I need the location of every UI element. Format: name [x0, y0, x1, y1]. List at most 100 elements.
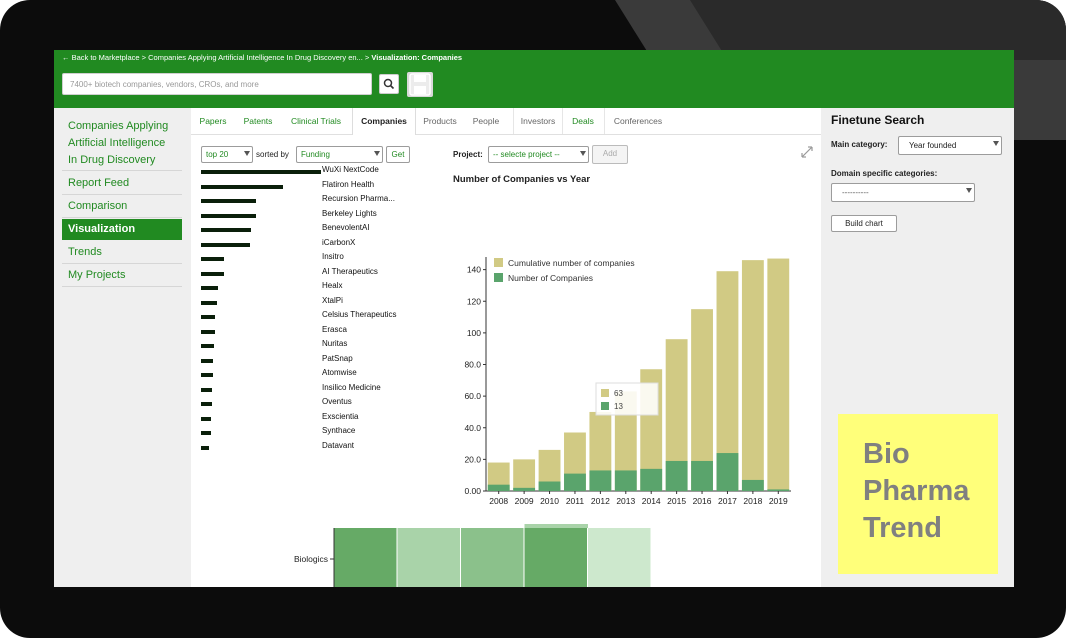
cumulative-bar	[691, 309, 713, 491]
y-tick-label: 60.0	[464, 391, 481, 401]
main-category-select[interactable]: Year founded	[898, 136, 1002, 155]
project-select[interactable]: -- selecte project --	[488, 146, 589, 163]
y-tick-label: 40.0	[464, 423, 481, 433]
heatmap-cell	[524, 528, 587, 587]
company-name[interactable]: iCarbonX	[322, 237, 356, 247]
company-name[interactable]: AI Therapeutics	[322, 266, 378, 276]
company-name[interactable]: Berkeley Lights	[322, 208, 377, 218]
chevron-down-icon	[244, 151, 250, 156]
count-bar	[640, 468, 663, 491]
company-name[interactable]: Atomwise	[322, 368, 357, 377]
funding-bar	[201, 358, 213, 363]
heatmap-row-label: Biologics	[294, 554, 328, 564]
legend-swatch	[494, 273, 503, 282]
funding-bar	[201, 213, 257, 218]
sort-by-select[interactable]: Funding	[296, 146, 383, 163]
x-tick-label: 2015	[667, 496, 686, 506]
top-n-value: top 20	[206, 150, 229, 159]
funding-bar	[201, 387, 212, 392]
tooltip-value: 63	[614, 389, 623, 398]
tab-conferences[interactable]: Conferences	[604, 108, 671, 134]
heatmap-cell	[524, 524, 588, 528]
y-tick-label: 120	[467, 296, 481, 306]
sort-by-value: Funding	[301, 150, 330, 159]
chevron-down-icon	[580, 151, 586, 156]
tab-patents[interactable]: Patents	[243, 116, 273, 126]
company-name[interactable]: BenevolentAI	[322, 223, 370, 232]
tab-investors[interactable]: Investors	[513, 108, 563, 134]
count-bar	[614, 470, 637, 491]
count-bar	[665, 460, 688, 491]
top-bar: ← Back to Marketplace > Companies Applyi…	[54, 50, 1014, 108]
count-bar	[487, 484, 510, 491]
sidebar-item-visualization[interactable]: Visualization	[62, 219, 182, 240]
funding-bar	[201, 373, 213, 377]
funding-bar	[201, 344, 215, 348]
company-name[interactable]: Datavant	[322, 440, 355, 450]
count-bar	[741, 479, 764, 491]
company-name[interactable]: PatSnap	[322, 353, 353, 363]
y-tick-label: 20.0	[464, 454, 481, 464]
chart-title: Number of Companies vs Year	[453, 174, 591, 185]
company-name[interactable]: Erasca	[322, 324, 347, 334]
build-chart-button[interactable]: Build chart	[831, 215, 897, 232]
funding-bar	[201, 242, 251, 247]
save-button[interactable]	[407, 72, 433, 97]
expand-icon[interactable]	[800, 145, 814, 159]
company-name[interactable]: Celsius Therapeutics	[322, 310, 397, 319]
company-name[interactable]: Exscientia	[322, 411, 359, 421]
company-name[interactable]: Flatiron Health	[322, 179, 375, 189]
get-button[interactable]: Get	[386, 146, 410, 163]
breadcrumb: ← Back to Marketplace > Companies Applyi…	[62, 53, 462, 62]
cumulative-bar	[538, 449, 561, 491]
company-name[interactable]: Insilico Medicine	[322, 382, 381, 392]
company-name[interactable]: XtalPi	[322, 295, 343, 305]
legend-label: Cumulative number of companies	[508, 258, 635, 268]
company-name[interactable]: Nuritas	[322, 339, 348, 348]
biopharmatrend-logo: Bio Pharma Trend	[838, 414, 998, 574]
domain-categories-select[interactable]: ----------	[831, 183, 975, 202]
sidebar-item-trends[interactable]: Trends	[62, 242, 182, 264]
companies-per-year-chart: 0.00 20.0 40.0 60.0 80.0 100 120 140 2008 2009 201…	[464, 256, 791, 506]
heatmap-cell	[588, 528, 651, 587]
tab-bar: Papers Patents Clinical Trials Companies…	[191, 108, 821, 135]
domain-categories-value: ----------	[842, 188, 869, 197]
top-n-select[interactable]: top 20	[201, 146, 253, 163]
company-name[interactable]: Recursion Pharma...	[322, 194, 395, 203]
x-tick-label: 2013	[616, 496, 635, 506]
y-tick-label: 100	[467, 328, 481, 338]
funding-bar	[201, 431, 211, 435]
sidebar-item-my-projects[interactable]: My Projects	[62, 265, 182, 287]
tab-papers[interactable]: Papers	[199, 116, 227, 126]
project-label: Project:	[453, 150, 483, 159]
tooltip-swatch	[601, 389, 609, 397]
tab-products[interactable]: Products	[423, 116, 457, 126]
sidebar-item-report-feed[interactable]: Report Feed	[62, 173, 182, 195]
company-name[interactable]: Oventus	[322, 397, 352, 406]
search-button[interactable]	[379, 74, 399, 94]
finetune-title: Finetune Search	[831, 113, 925, 127]
floppy-disk-icon	[409, 73, 431, 96]
funding-bar	[201, 184, 283, 189]
funding-bar	[201, 228, 252, 232]
add-to-project-button[interactable]: Add	[592, 145, 628, 164]
tab-people[interactable]: People	[472, 116, 500, 126]
company-name[interactable]: WuXi NextCode	[322, 165, 379, 174]
tab-deals[interactable]: Deals	[572, 116, 594, 126]
sidebar-item-collection[interactable]: Companies Applying Artificial Intelligen…	[62, 116, 182, 171]
tab-clinical-trials[interactable]: Clinical Trials	[290, 116, 342, 126]
count-bar	[589, 470, 612, 491]
tab-companies[interactable]: Companies	[352, 108, 416, 135]
company-name[interactable]: Insitro	[322, 252, 344, 261]
funding-bar	[201, 445, 210, 450]
x-tick-label: 2009	[515, 496, 534, 506]
company-name[interactable]: Healx	[322, 281, 343, 290]
breadcrumb-collection-link[interactable]: Companies Applying Artificial Intelligen…	[148, 53, 363, 62]
company-name[interactable]: Synthace	[322, 426, 356, 435]
search-input[interactable]: 7400+ biotech companies, vendors, CROs, …	[62, 73, 372, 95]
cumulative-bar	[614, 391, 637, 491]
sidebar-item-comparison[interactable]: Comparison	[62, 196, 182, 218]
breadcrumb-back-link[interactable]: ← Back to Marketplace	[62, 53, 140, 62]
heatmap-cell	[461, 528, 524, 587]
x-tick-label: 2012	[591, 496, 610, 506]
